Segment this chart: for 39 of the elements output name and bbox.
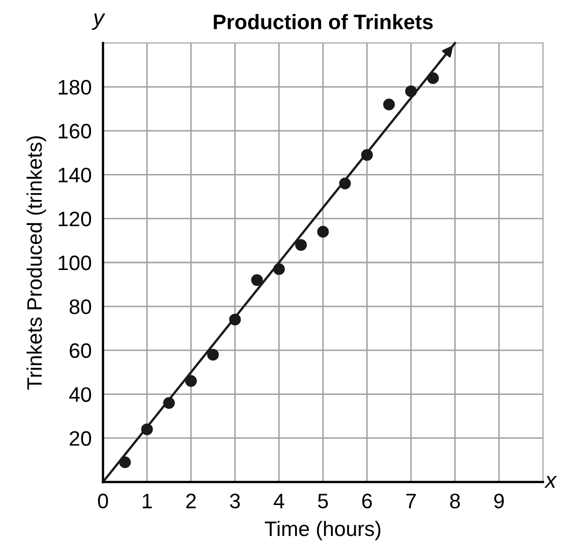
y-tick-label: 120 [58,212,92,226]
y-tick-label: 20 [70,431,92,446]
point [207,348,219,361]
point [295,239,307,251]
x-tick-label: 9 [494,494,504,508]
x-tick-label: 7 [406,494,416,508]
y-tick-label: 180 [58,80,92,95]
point [427,72,439,84]
x-tick-label: 5 [318,494,328,508]
point [251,274,263,286]
point [141,423,153,436]
x-tick-label: 3 [230,494,240,508]
point [383,98,395,110]
x-tick-label: 1 [142,494,152,508]
point [317,226,329,238]
y-tick-label: 80 [70,299,92,314]
y-tick-label: 160 [58,124,92,139]
point [163,397,175,409]
y-tick-label: 140 [58,168,92,182]
x-tick-label: 2 [186,494,196,508]
y-tick-label: 60 [70,343,92,358]
x-axis-title: Time (hours) [264,520,380,540]
x-tick-label: 0 [98,494,108,508]
point [119,456,131,468]
chart-title: Production of Trinkets [214,14,433,30]
text: y [92,13,106,30]
point [229,314,241,326]
text: x [544,476,557,488]
point [405,85,417,98]
point [361,149,373,161]
x-tick-label: 4 [274,494,284,508]
y-tick-label: 100 [58,256,92,270]
y-tick-label: 40 [69,387,92,402]
point [273,263,285,275]
point [185,375,197,387]
y-axis-title: Trinkets Produced (trinkets) [26,136,46,390]
x-tick-label: 6 [362,494,372,508]
point [339,178,351,190]
x-tick-label: 8 [450,494,460,508]
